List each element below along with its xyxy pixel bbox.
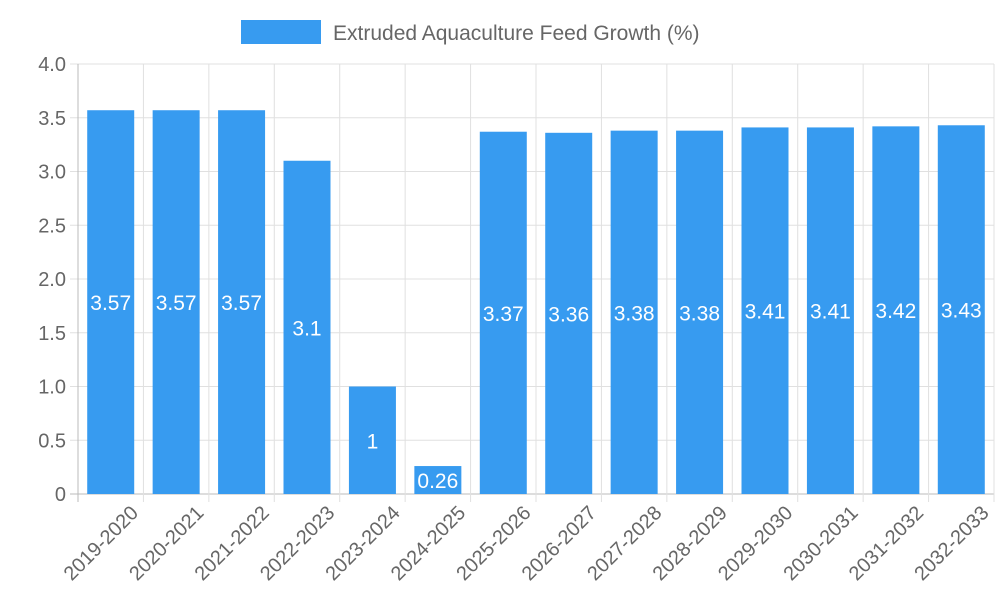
legend[interactable]: Extruded Aquaculture Feed Growth (%) <box>241 20 700 45</box>
bar-value-label: 1 <box>367 430 379 453</box>
bar[interactable] <box>937 125 985 495</box>
bar-value-label: 3.57 <box>156 292 197 315</box>
bar-value-label: 0.26 <box>417 470 458 493</box>
y-tick-label: 3.5 <box>38 108 66 130</box>
legend-label: Extruded Aquaculture Feed Growth (%) <box>333 22 700 45</box>
y-tick-label: 1.0 <box>38 377 66 399</box>
bar-value-label: 3.1 <box>292 317 321 340</box>
bar-value-label: 3.43 <box>941 300 982 323</box>
y-tick-label: 0.5 <box>38 430 66 452</box>
y-tick-label: 2.0 <box>38 269 66 291</box>
bar[interactable] <box>152 110 200 494</box>
bar[interactable] <box>545 132 593 495</box>
y-tick-label: 3.0 <box>38 162 66 184</box>
bar[interactable] <box>872 126 920 494</box>
bar[interactable] <box>806 127 854 495</box>
bars: 3.57 3.57 3.57 3.1 1 0.26 3.37 3.36 3.38 3.38 3.41… <box>87 110 985 495</box>
bar-value-label: 3.38 <box>679 302 720 325</box>
y-tick-label: 1.5 <box>38 323 66 345</box>
bar[interactable] <box>218 110 266 494</box>
bar-value-label: 3.57 <box>221 292 262 315</box>
bar[interactable] <box>676 130 724 494</box>
bar[interactable] <box>348 386 396 495</box>
y-tick-label: 2.5 <box>38 215 66 237</box>
gridlines <box>70 63 995 502</box>
bar-value-label: 3.38 <box>614 302 655 325</box>
x-axis: 2019-20202020-20212021-20222022-20232023… <box>60 502 994 585</box>
bar[interactable] <box>741 127 789 495</box>
bar-value-label: 3.37 <box>483 303 524 326</box>
bar[interactable] <box>414 466 462 494</box>
bar-value-label: 3.57 <box>90 292 131 315</box>
bar[interactable] <box>479 131 527 494</box>
y-tick-label: 4.0 <box>38 54 66 76</box>
bar-value-label: 3.41 <box>745 301 786 324</box>
y-axis: 0 0.5 1.0 1.5 2.0 2.5 3.0 3.5 4.0 <box>38 54 66 506</box>
bar-value-label: 3.42 <box>875 300 916 323</box>
bar[interactable] <box>283 160 331 494</box>
bar[interactable] <box>610 130 658 494</box>
y-tick-label: 0 <box>55 484 66 506</box>
bar-value-label: 3.41 <box>810 301 851 324</box>
bar[interactable] <box>87 110 135 494</box>
bar-value-label: 3.36 <box>548 303 589 326</box>
legend-swatch <box>241 20 321 44</box>
